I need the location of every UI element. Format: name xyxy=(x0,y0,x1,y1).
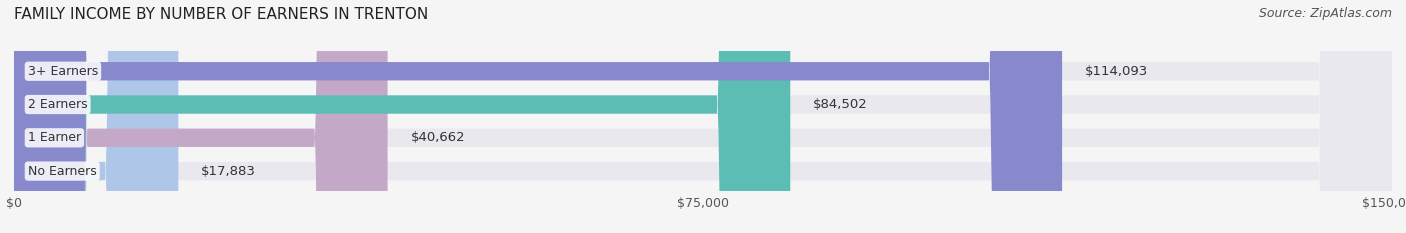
FancyBboxPatch shape xyxy=(14,0,790,233)
FancyBboxPatch shape xyxy=(14,0,388,233)
FancyBboxPatch shape xyxy=(14,0,1062,233)
FancyBboxPatch shape xyxy=(14,0,1392,233)
Text: FAMILY INCOME BY NUMBER OF EARNERS IN TRENTON: FAMILY INCOME BY NUMBER OF EARNERS IN TR… xyxy=(14,7,429,22)
Text: Source: ZipAtlas.com: Source: ZipAtlas.com xyxy=(1258,7,1392,20)
FancyBboxPatch shape xyxy=(14,0,179,233)
Text: $114,093: $114,093 xyxy=(1085,65,1149,78)
Text: $40,662: $40,662 xyxy=(411,131,465,144)
FancyBboxPatch shape xyxy=(14,0,1392,233)
Text: 1 Earner: 1 Earner xyxy=(28,131,82,144)
FancyBboxPatch shape xyxy=(14,0,1392,233)
Text: 3+ Earners: 3+ Earners xyxy=(28,65,98,78)
Text: 2 Earners: 2 Earners xyxy=(28,98,87,111)
FancyBboxPatch shape xyxy=(14,0,1392,233)
Text: $17,883: $17,883 xyxy=(201,164,256,178)
Text: $84,502: $84,502 xyxy=(813,98,868,111)
Text: No Earners: No Earners xyxy=(28,164,97,178)
